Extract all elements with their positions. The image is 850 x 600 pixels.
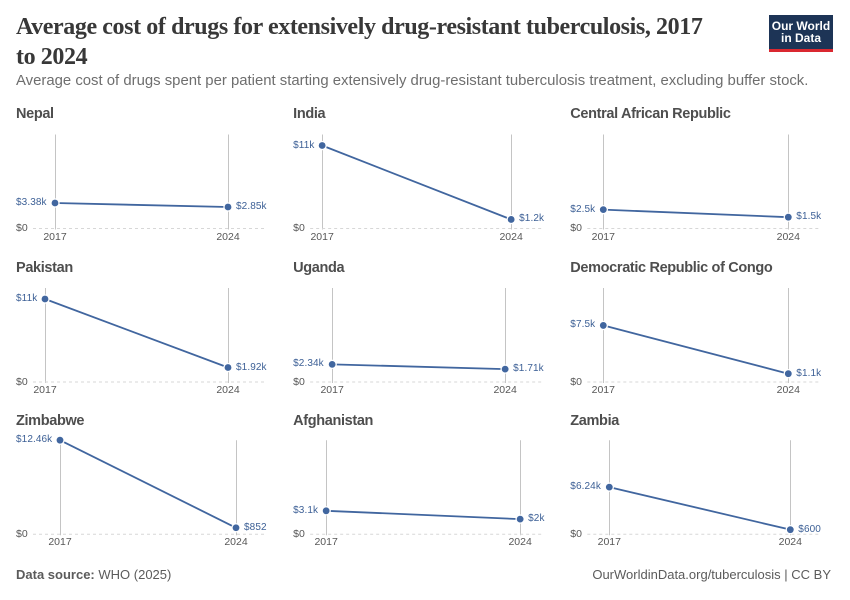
start-value-label: $2.34k bbox=[293, 358, 324, 370]
data-point-end bbox=[224, 364, 232, 371]
facet-title: Afghanistan bbox=[293, 413, 374, 430]
data-line bbox=[332, 363, 506, 370]
data-point-end bbox=[224, 203, 232, 211]
start-value-label: $11k bbox=[293, 139, 315, 151]
start-value-label: $3.1k bbox=[293, 504, 319, 516]
data-point-start bbox=[41, 295, 49, 303]
end-value-label: $1.71k bbox=[513, 363, 544, 375]
footer-source-value: WHO (2025) bbox=[98, 567, 172, 582]
data-point-end bbox=[501, 365, 509, 373]
facet-title: Zambia bbox=[570, 413, 619, 430]
start-value-label: $6.24k bbox=[570, 481, 601, 493]
zero-tick-label: $0 bbox=[293, 527, 305, 540]
data-line bbox=[603, 208, 789, 219]
zero-tick-label: $0 bbox=[16, 222, 28, 234]
facet-title: Pakistan bbox=[16, 259, 73, 276]
x-tick-label: 2024 bbox=[776, 384, 800, 396]
zero-tick-label: $0 bbox=[293, 375, 305, 388]
x-tick-label: 2017 bbox=[591, 384, 615, 396]
start-value-label: $7.5k bbox=[570, 319, 596, 331]
data-point-end bbox=[507, 216, 515, 223]
data-point-start bbox=[599, 206, 607, 214]
data-point-start bbox=[51, 199, 59, 207]
x-tick-label: 2017 bbox=[48, 536, 72, 549]
facet-title: Zimbabwe bbox=[16, 413, 85, 430]
x-tick-label: 2017 bbox=[314, 536, 338, 549]
end-value-label: $2.85k bbox=[236, 200, 267, 212]
data-point-start bbox=[318, 142, 326, 149]
end-value-label: $1.2k bbox=[519, 213, 545, 225]
data-point-start bbox=[328, 360, 336, 368]
data-line bbox=[44, 298, 229, 369]
data-point-end bbox=[784, 370, 792, 378]
chart-title-line-1: Average cost of drugs for extensively dr… bbox=[16, 14, 703, 40]
x-tick-label: 2017 bbox=[320, 384, 344, 396]
zero-tick-label: $0 bbox=[16, 527, 28, 540]
data-point-start bbox=[56, 436, 64, 444]
x-tick-label: 2017 bbox=[43, 230, 67, 243]
data-point-end bbox=[786, 526, 794, 534]
zero-tick-label: $0 bbox=[16, 375, 28, 388]
start-value-label: $12.46k bbox=[16, 434, 53, 446]
x-tick-label: 2024 bbox=[216, 384, 240, 396]
data-point-end bbox=[232, 524, 240, 532]
data-point-end bbox=[516, 515, 524, 523]
zero-tick-label: $0 bbox=[570, 527, 582, 540]
chart-title: Average cost of drugs for extensively dr… bbox=[16, 13, 736, 72]
end-value-label: $2k bbox=[528, 513, 545, 525]
data-line bbox=[54, 202, 229, 208]
facet-title: Uganda bbox=[293, 259, 345, 276]
end-value-label: $1.5k bbox=[796, 211, 822, 223]
data-point-start bbox=[322, 507, 330, 515]
data-point-end bbox=[784, 213, 792, 221]
x-tick-label: 2024 bbox=[224, 536, 248, 549]
facet-title: India bbox=[293, 106, 326, 123]
owid-logo-line-2: in Data bbox=[780, 31, 821, 45]
facet-title: Democratic Republic of Congo bbox=[570, 259, 773, 276]
x-tick-label: 2017 bbox=[33, 384, 57, 396]
data-line bbox=[603, 324, 789, 375]
chart-subtitle: Average cost of drugs spent per patient … bbox=[16, 73, 809, 89]
data-line bbox=[609, 486, 791, 531]
x-tick-label: 2017 bbox=[310, 230, 334, 243]
data-point-start bbox=[605, 483, 613, 491]
x-tick-label: 2024 bbox=[776, 230, 800, 243]
chart-title-line-2: to 2024 bbox=[16, 43, 88, 70]
x-tick-label: 2024 bbox=[216, 230, 240, 243]
data-line bbox=[59, 439, 237, 529]
x-tick-label: 2024 bbox=[508, 536, 532, 549]
zero-tick-label: $0 bbox=[570, 222, 582, 234]
facet-title: Central African Republic bbox=[570, 106, 731, 123]
footer-attribution: OurWorldinData.org/tuberculosis | CC BY bbox=[592, 567, 831, 582]
owid-logo-line-1: Our World bbox=[771, 18, 831, 33]
x-tick-label: 2024 bbox=[778, 536, 802, 549]
zero-tick-label: $0 bbox=[293, 222, 305, 234]
zero-tick-label: $0 bbox=[570, 375, 582, 388]
data-line bbox=[321, 144, 512, 221]
x-tick-label: 2024 bbox=[493, 384, 517, 396]
start-value-label: $3.38k bbox=[16, 197, 47, 208]
end-value-label: $852 bbox=[244, 521, 267, 533]
start-value-label: $11k bbox=[16, 293, 38, 304]
facet-title: Nepal bbox=[16, 106, 54, 123]
end-value-label: $1.92k bbox=[236, 361, 267, 373]
x-tick-label: 2017 bbox=[591, 230, 615, 243]
x-tick-label: 2024 bbox=[499, 230, 523, 243]
end-value-label: $600 bbox=[798, 523, 821, 535]
footer-source: Data source: WHO (2025) bbox=[16, 567, 171, 582]
owid-logo: Our World in Data bbox=[769, 15, 833, 52]
end-value-label: $1.1k bbox=[796, 367, 822, 379]
footer-source-label: Data source: bbox=[16, 567, 95, 582]
x-tick-label: 2017 bbox=[597, 536, 621, 549]
data-line bbox=[326, 509, 521, 521]
data-point-start bbox=[599, 322, 607, 329]
start-value-label: $2.5k bbox=[570, 203, 596, 215]
